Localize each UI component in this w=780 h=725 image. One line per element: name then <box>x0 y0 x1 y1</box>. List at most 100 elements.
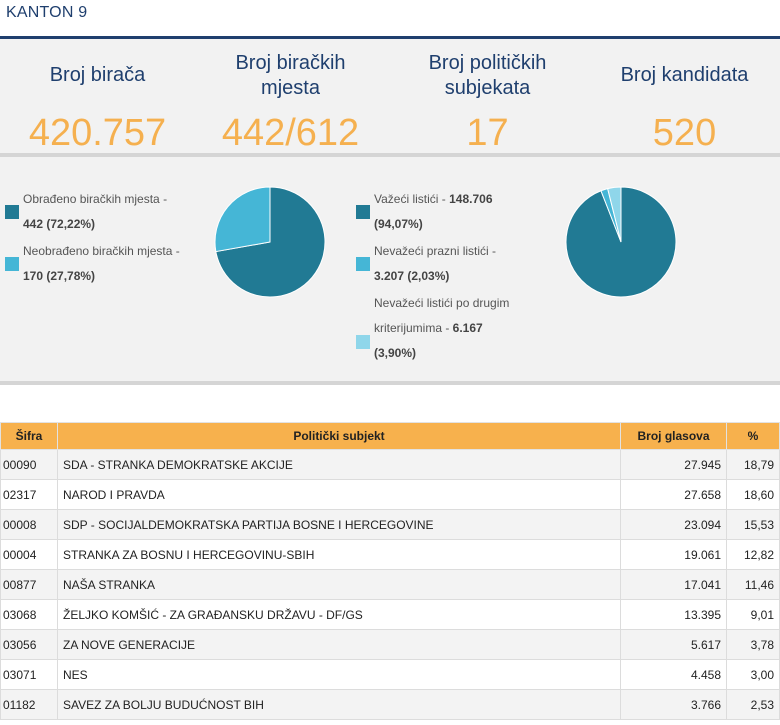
table-row[interactable]: 00004 STRANKA ZA BOSNU I HERCEGOVINU-SBIH… <box>0 539 780 570</box>
legend-value-bold: 148.706 <box>449 192 493 206</box>
stat-value: 420.757 <box>28 112 167 154</box>
page-title: KANTON 9 <box>6 4 88 21</box>
stat-political-subjects: Broj političkih subjekata 17 <box>390 39 585 154</box>
table-row[interactable]: 03071 NES 4.458 3,00 <box>0 659 780 690</box>
cell-code: 02317 <box>0 479 58 510</box>
legend-value-bold: 3.207 (2,03%) <box>374 269 450 283</box>
polling-stations-legend: Obrađeno biračkih mjesta - 442 (72,22%) … <box>5 187 205 287</box>
cell-votes: 19.061 <box>620 539 727 570</box>
cell-votes: 23.094 <box>620 509 727 540</box>
cell-code: 00004 <box>0 539 58 570</box>
cell-percent: 15,53 <box>726 509 780 540</box>
legend-value-bold: (3,90%) <box>374 346 417 360</box>
legend-value: (94,07%) <box>374 212 423 237</box>
cell-percent: 9,01 <box>726 599 780 630</box>
table-header-row: Šifra Politički subjekt Broj glasova % <box>0 422 780 450</box>
cell-party: SDP - SOCIJALDEMOKRATSKA PARTIJA BOSNE I… <box>57 509 621 540</box>
stat-value: 17 <box>466 112 509 154</box>
legend-value-bold: 442 (72,22%) <box>23 217 96 231</box>
table-row[interactable]: 03056 ZA NOVE GENERACIJE 5.617 3,78 <box>0 629 780 660</box>
cell-percent: 18,60 <box>726 479 780 510</box>
legend-text: Nevažeći listići po drugim <box>374 296 510 310</box>
legend-value-bold: 6.167 <box>452 321 483 335</box>
page-header: KANTON 9 <box>0 0 780 36</box>
column-header-code[interactable]: Šifra <box>0 422 58 450</box>
legend-value: 442 (72,22%) <box>23 212 95 237</box>
cell-votes: 27.658 <box>620 479 727 510</box>
legend-text: Nevažeći prazni listići - <box>374 244 497 258</box>
cell-votes: 4.458 <box>620 659 727 690</box>
table-row[interactable]: 03068 ŽELJKO KOMŠIĆ - ZA GRAĐANSKU DRŽAVU… <box>0 599 780 630</box>
cell-percent: 3,78 <box>726 629 780 660</box>
legend-label: kriterijumima - <box>374 321 453 335</box>
cell-code: 03068 <box>0 599 58 630</box>
cell-code: 01182 <box>0 689 58 720</box>
legend-value-bold: 170 (27,78%) <box>23 269 96 283</box>
results-table: Šifra Politički subjekt Broj glasova % 0… <box>0 422 780 720</box>
cell-party: SAVEZ ZA BOLJU BUDUĆNOST BIH <box>57 689 621 720</box>
legend-value: 170 (27,78%) <box>23 264 95 289</box>
cell-party: SDA - STRANKA DEMOKRATSKE AKCIJE <box>57 449 621 480</box>
polling-stations-pie-slice-1[interactable] <box>214 186 271 253</box>
legend-swatch <box>356 205 370 219</box>
stat-label-line: Broj političkih <box>428 52 547 74</box>
column-header-votes[interactable]: Broj glasova <box>620 422 727 450</box>
column-header-percent[interactable]: % <box>726 422 780 450</box>
legend-swatch <box>356 257 370 271</box>
stat-label-line: subjekata <box>444 77 531 99</box>
cell-code: 03056 <box>0 629 58 660</box>
cell-party: ZA NOVE GENERACIJE <box>57 629 621 660</box>
stat-label-line: Broj birača <box>49 64 146 86</box>
cell-code: 03071 <box>0 659 58 690</box>
ballots-pie-slice-2[interactable] <box>607 186 622 243</box>
stat-label-line: Broj kandidata <box>620 64 749 86</box>
stat-voters: Broj birača 420.757 <box>0 39 195 154</box>
stat-label-line: Broj biračkih <box>235 52 346 74</box>
stat-label: Broj političkih subjekata <box>390 51 585 101</box>
table-row[interactable]: 01182 SAVEZ ZA BOLJU BUDUĆNOST BIH 3.766 2,… <box>0 689 780 720</box>
table-row[interactable]: 00090 SDA - STRANKA DEMOKRATSKE AKCIJE 27.… <box>0 449 780 480</box>
table-row[interactable]: 00877 NAŠA STRANKA 17.041 11,46 <box>0 569 780 600</box>
cell-votes: 17.041 <box>620 569 727 600</box>
cell-code: 00877 <box>0 569 58 600</box>
column-header-party[interactable]: Politički subjekt <box>57 422 621 450</box>
section-divider <box>0 381 780 385</box>
cell-percent: 18,79 <box>726 449 780 480</box>
cell-percent: 12,82 <box>726 539 780 570</box>
cell-votes: 5.617 <box>620 629 727 660</box>
cell-votes: 13.395 <box>620 599 727 630</box>
legend-value: 3.207 (2,03%) <box>374 264 449 289</box>
ballots-pie-chart <box>565 186 677 298</box>
cell-party: ŽELJKO KOMŠIĆ - ZA GRAĐANSKU DRŽAVU - DF… <box>57 599 621 630</box>
legend-label: Važeći listići - <box>374 192 450 206</box>
stat-value: 442/612 <box>221 112 360 154</box>
section-divider <box>0 153 780 157</box>
legend-value: (3,90%) <box>374 341 416 366</box>
stat-polling-stations: Broj biračkih mjesta 442/612 <box>193 39 388 154</box>
cell-percent: 2,53 <box>726 689 780 720</box>
stat-label: Broj birača <box>0 63 195 88</box>
charts-panel: Obrađeno biračkih mjesta - 442 (72,22%) … <box>0 157 780 381</box>
legend-swatch <box>5 205 19 219</box>
table-row[interactable]: 02317 NAROD I PRAVDA 27.658 18,60 <box>0 479 780 510</box>
cell-votes: 3.766 <box>620 689 727 720</box>
legend-text: Obrađeno biračkih mjesta - <box>23 192 168 206</box>
cell-party: NAROD I PRAVDA <box>57 479 621 510</box>
cell-votes: 27.945 <box>620 449 727 480</box>
stat-label: Broj biračkih mjesta <box>193 51 388 101</box>
cell-party: NAŠA STRANKA <box>57 569 621 600</box>
cell-code: 00090 <box>0 449 58 480</box>
legend-text: Neobrađeno biračkih mjesta - <box>23 244 180 258</box>
stat-value: 520 <box>652 112 717 154</box>
legend-text: kriterijumima - 6.167 <box>374 316 483 341</box>
stats-panel: Broj birača 420.757 Broj biračkih mjesta … <box>0 39 780 154</box>
stat-label: Broj kandidata <box>587 63 780 88</box>
cell-party: STRANKA ZA BOSNU I HERCEGOVINU-SBIH <box>57 539 621 570</box>
cell-percent: 3,00 <box>726 659 780 690</box>
table-row[interactable]: 00008 SDP - SOCIJALDEMOKRATSKA PARTIJA BO… <box>0 509 780 540</box>
stat-candidates: Broj kandidata 520 <box>587 39 780 154</box>
legend-text: Važeći listići - 148.706 <box>374 187 493 212</box>
cell-code: 00008 <box>0 509 58 540</box>
cell-percent: 11,46 <box>726 569 780 600</box>
stat-label-line: mjesta <box>261 77 320 99</box>
